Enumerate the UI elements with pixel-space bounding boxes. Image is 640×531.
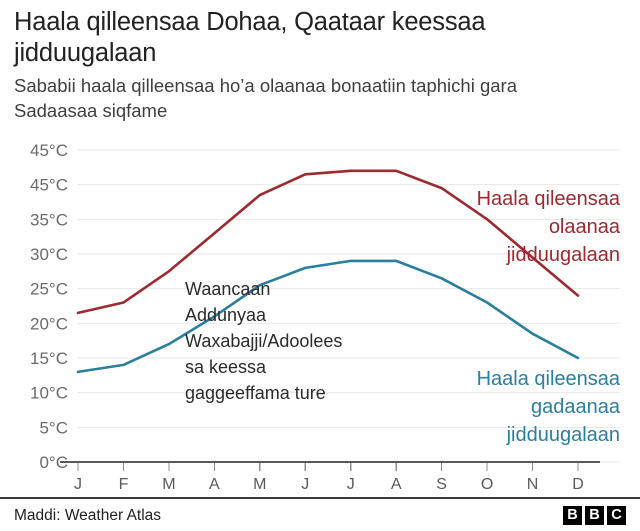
series-line-high-temp — [76, 169, 580, 315]
legend-label-high-temp: jidduugalaan — [506, 244, 620, 266]
y-axis-tick-label: 35°C — [30, 210, 68, 229]
legend-label-high-temp: Haala qileensaa — [477, 188, 621, 210]
chart-plot-area: 45°C 45°C 35°C 30°C 25°C 20°C 15°C 10°C 5°C 0°C J… — [0, 140, 640, 495]
x-axis-tick-label: F — [119, 476, 129, 493]
annotation-line: sa keessa — [185, 357, 267, 377]
page-title: Haala qilleensaa Dohaa, Qaataar keessaa … — [14, 8, 486, 67]
y-axis-tick-label: 10°C — [30, 384, 68, 403]
chart-footer: Maddi: Weather Atlas B B C — [0, 497, 640, 531]
y-axis-tick-label: 45°C — [30, 176, 68, 195]
series-line-low-temp — [76, 259, 580, 374]
source-label: Maddi: Weather Atlas — [14, 507, 162, 524]
x-axis-tick-label: J — [347, 476, 355, 493]
x-axis-tick-label: O — [481, 476, 493, 493]
data-series-group — [76, 169, 580, 374]
x-axis-tick-label: J — [74, 476, 82, 493]
y-axis-tick-label: 45°C — [30, 141, 68, 160]
annotation-line: Addunyaa — [185, 305, 267, 325]
x-axis-tick-label: N — [527, 476, 539, 493]
x-axis-tick-label: S — [436, 476, 447, 493]
x-axis-tick-label: M — [162, 476, 175, 493]
y-axis-tick-label: 25°C — [30, 280, 68, 299]
y-axis-tick-label: 5°C — [39, 418, 68, 437]
y-axis-labels-group: 45°C 45°C 35°C 30°C 25°C 20°C 15°C 10°C 5°C 0°C — [30, 141, 68, 472]
bbc-logo: B B C — [563, 506, 626, 525]
annotation-line: Waancaan — [185, 279, 270, 299]
legend-label-low-temp: Haala qileensaa — [477, 368, 621, 390]
annotation-line: Waxabajji/Adoolees — [185, 331, 342, 351]
legend-label-high-temp: olaanaa — [549, 216, 621, 238]
line-chart-svg: 45°C 45°C 35°C 30°C 25°C 20°C 15°C 10°C 5°C 0°C J… — [30, 141, 621, 493]
y-axis-tick-label: 20°C — [30, 314, 68, 333]
chart-annotation-group: Waancaan Addunyaa Waxabajji/Adoolees sa kee… — [185, 279, 342, 403]
x-axis-tick-label: M — [253, 476, 266, 493]
bbc-logo-letter-3: C — [607, 506, 626, 525]
legend-label-low-temp: jidduugalaan — [506, 424, 620, 446]
y-axis-tick-label: 15°C — [30, 349, 68, 368]
bbc-logo-letter-1: B — [563, 506, 582, 525]
x-axis-tick-label: J — [301, 476, 309, 493]
x-axis-tick-label: A — [391, 476, 402, 493]
x-axis-tick-label: D — [572, 476, 584, 493]
page-subtitle: Sababii haala qilleensaa ho’a olaanaa bo… — [14, 75, 517, 121]
chart-legend-group: Haala qileensaa olaanaa jidduugalaan Haala … — [477, 188, 621, 446]
x-axis-tick-label: A — [209, 476, 220, 493]
bbc-logo-letter-2: B — [585, 506, 604, 525]
annotation-line: gaggeeffama ture — [185, 383, 326, 403]
y-axis-tick-label: 30°C — [30, 245, 68, 264]
x-axis-group — [60, 460, 600, 471]
y-axis-tick-label: 0°C — [39, 453, 68, 472]
legend-label-low-temp: gadaanaa — [531, 396, 621, 418]
